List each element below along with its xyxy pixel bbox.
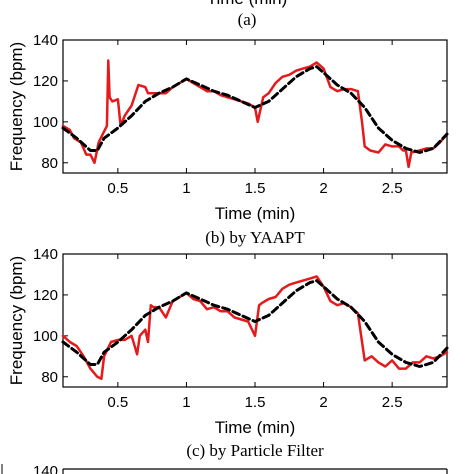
y-tick-label: 80 xyxy=(41,369,58,386)
y-tick-label: 120 xyxy=(33,73,58,90)
next-panel-ytick-fragment: 140 xyxy=(33,463,58,474)
panel-caption: (c) by Particle Filter xyxy=(186,441,324,460)
x-tick-label: 0.5 xyxy=(107,180,128,197)
y-tick-label: 100 xyxy=(33,114,58,131)
x-tick-label: 1 xyxy=(182,180,190,197)
x-tick-label: 1.5 xyxy=(245,394,266,411)
y-axis-label: Frequency (bpm) xyxy=(7,256,26,385)
y-tick-label: 100 xyxy=(33,328,58,345)
chart-panel-particle-filter: 0.5 1 1.5 2 2.5 80 100 120 140 Frequency (bpm) T… xyxy=(7,246,449,460)
dashed-series-line xyxy=(61,65,449,154)
panel-a-xlabel-fragment: Time (min) xyxy=(207,0,288,8)
y-tick-label: 140 xyxy=(33,246,58,263)
series-group xyxy=(61,59,449,169)
x-tick-label: 1.5 xyxy=(245,180,266,197)
x-tick-label: 2.5 xyxy=(382,180,403,197)
chart-panel-yaapt: 0.5 1 1.5 2 2.5 80 100 120 140 Frequency (bpm) T… xyxy=(7,32,449,247)
x-axis-label: Time (min) xyxy=(215,418,296,437)
axis-ticks: 0.5 1 1.5 2 2.5 80 100 120 140 xyxy=(33,32,447,197)
panel-caption: (b) by YAAPT xyxy=(205,228,305,247)
dashed-series-line xyxy=(61,279,449,368)
x-tick-label: 1 xyxy=(182,394,190,411)
x-tick-label: 2 xyxy=(319,180,327,197)
x-tick-label: 2 xyxy=(319,394,327,411)
y-tick-label: 140 xyxy=(33,32,58,49)
x-axis-label: Time (min) xyxy=(215,204,296,223)
series-group xyxy=(61,275,449,381)
y-tick-label: 80 xyxy=(41,155,58,172)
y-axis-label: Frequency (bpm) xyxy=(7,42,26,171)
panel-a-caption: (a) xyxy=(238,10,257,29)
x-tick-label: 2.5 xyxy=(382,394,403,411)
x-tick-label: 0.5 xyxy=(107,394,128,411)
solid-series-line xyxy=(61,275,449,381)
y-tick-label: 120 xyxy=(33,287,58,304)
solid-series-line xyxy=(61,59,449,169)
axis-ticks: 0.5 1 1.5 2 2.5 80 100 120 140 xyxy=(33,246,447,411)
